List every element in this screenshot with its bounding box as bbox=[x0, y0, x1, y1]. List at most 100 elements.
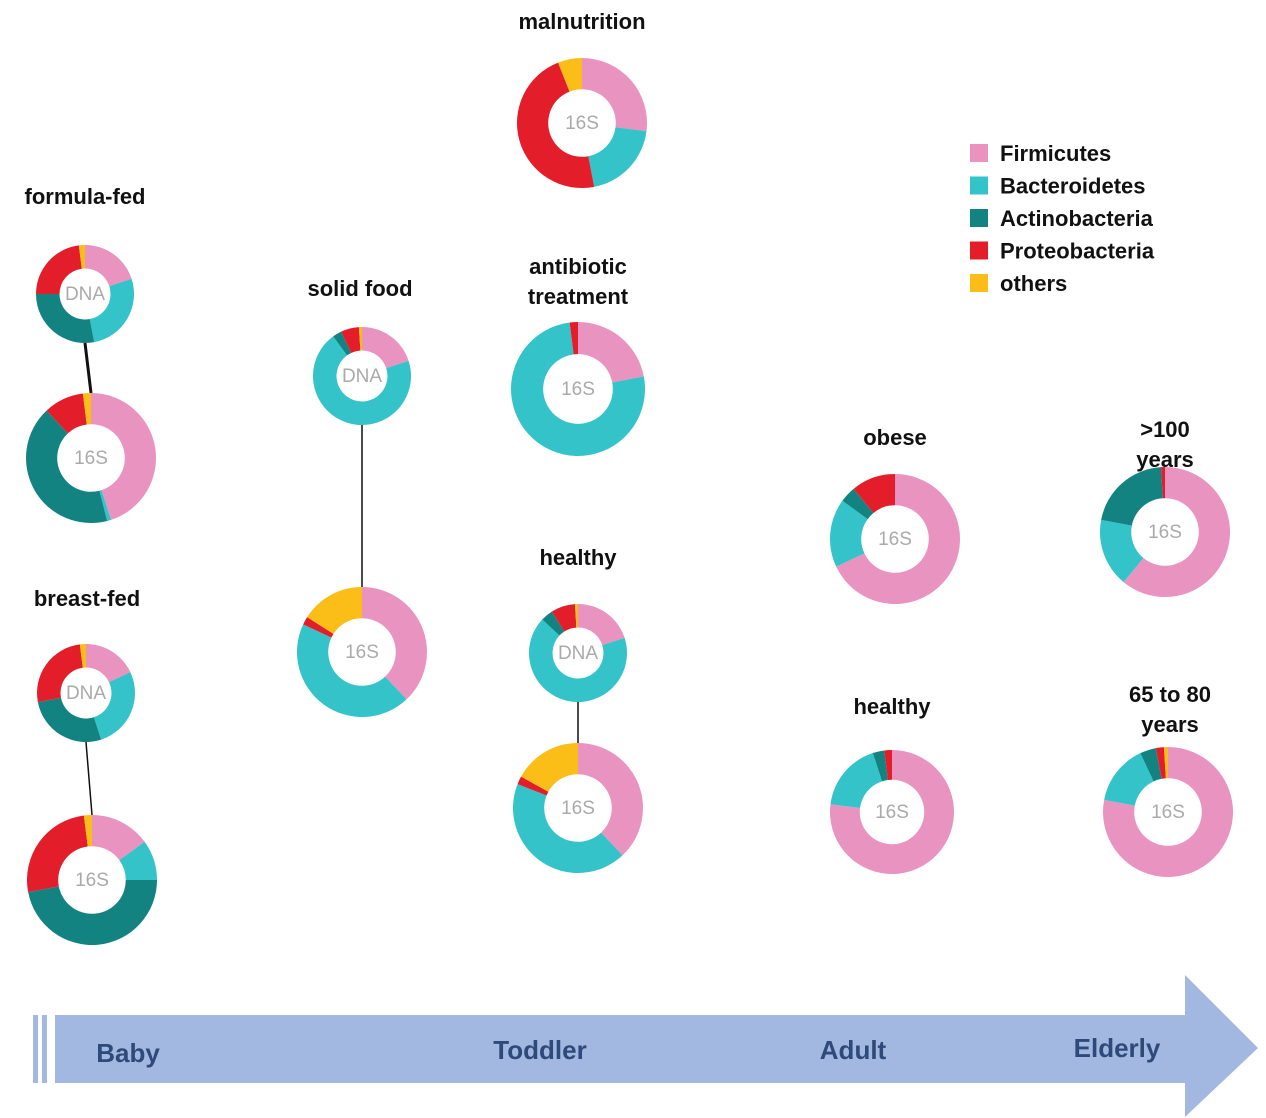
legend-swatch bbox=[970, 274, 988, 292]
donut-segment bbox=[529, 619, 627, 702]
donut-title: breast-fed bbox=[33, 586, 141, 611]
donut-segment bbox=[82, 393, 91, 425]
donut-segment bbox=[588, 127, 647, 187]
donut-title: formula-fed bbox=[24, 184, 146, 209]
donut-segment bbox=[46, 393, 87, 434]
donut-segment bbox=[28, 880, 157, 945]
donut-title: obese bbox=[863, 425, 927, 450]
donut-segment bbox=[578, 322, 644, 383]
donut-segment bbox=[872, 750, 888, 782]
donut-segment bbox=[1140, 748, 1162, 782]
donut-segment bbox=[1101, 467, 1163, 526]
donut-segment bbox=[513, 784, 623, 873]
donut-segment bbox=[307, 587, 362, 634]
donut-segment bbox=[1104, 753, 1154, 806]
donut-segment bbox=[36, 294, 95, 343]
center-label: 16S bbox=[878, 529, 912, 550]
donut-segment bbox=[37, 697, 102, 742]
donut-segment bbox=[36, 245, 82, 295]
donut-segment bbox=[574, 604, 578, 628]
donut-title: solid food bbox=[307, 276, 413, 301]
legend-swatch bbox=[970, 176, 988, 195]
center-label: DNA bbox=[558, 643, 598, 664]
donut-segment bbox=[313, 336, 411, 425]
donut-segment bbox=[1160, 467, 1165, 499]
donut-segment bbox=[91, 393, 156, 520]
legend-swatch bbox=[970, 209, 988, 227]
center-label: 16S bbox=[875, 802, 909, 823]
donut-segment bbox=[99, 490, 112, 521]
legend-swatch bbox=[970, 241, 988, 260]
center-label: DNA bbox=[66, 683, 106, 704]
arrow-stripe bbox=[42, 1015, 47, 1083]
donut-title: 65 to 80 years bbox=[1129, 682, 1211, 737]
donut-segment bbox=[25, 410, 108, 523]
donut-title: healthy bbox=[853, 694, 931, 719]
donut-segment bbox=[83, 815, 92, 847]
donut-segment bbox=[362, 587, 427, 700]
donut-segment bbox=[119, 841, 157, 880]
donut-segment bbox=[884, 750, 892, 781]
donut-segment bbox=[1163, 747, 1168, 779]
donut-segment bbox=[93, 672, 135, 740]
donut-title: malnutrition bbox=[518, 9, 646, 34]
legend-label: Firmicutes bbox=[1000, 141, 1111, 166]
donut-title: >100 years bbox=[1136, 417, 1194, 472]
donut-segment bbox=[551, 604, 577, 632]
timeline-label: Elderly bbox=[1074, 1033, 1161, 1063]
donut-segment bbox=[1103, 747, 1234, 877]
donut-title: healthy bbox=[539, 545, 617, 570]
donut-segment bbox=[578, 743, 643, 856]
donut-segment bbox=[842, 488, 874, 520]
donut-segment bbox=[303, 617, 334, 638]
donut-segment bbox=[578, 604, 625, 646]
donut-segment bbox=[89, 278, 135, 343]
donut-segment bbox=[836, 474, 960, 604]
center-label: 16S bbox=[1148, 522, 1182, 543]
legend-label: others bbox=[1000, 271, 1067, 296]
donut-segment bbox=[558, 58, 582, 92]
center-label: 16S bbox=[1151, 802, 1185, 823]
donut-segment bbox=[1100, 519, 1144, 583]
timeline-label: Toddler bbox=[493, 1035, 586, 1065]
center-label: DNA bbox=[342, 366, 382, 387]
center-label: DNA bbox=[65, 284, 105, 305]
donut-segment bbox=[510, 322, 645, 456]
donut-segment bbox=[92, 815, 145, 861]
donut-segment bbox=[341, 327, 361, 353]
donut-segment bbox=[830, 500, 868, 567]
center-label: 16S bbox=[561, 379, 595, 400]
donut-segment bbox=[542, 611, 565, 636]
donut-segment bbox=[333, 331, 352, 356]
donut-segment bbox=[358, 327, 362, 351]
donut-segment bbox=[521, 743, 578, 792]
legend-label: Bacteroidetes bbox=[1000, 173, 1146, 198]
donut-segment bbox=[362, 327, 409, 369]
donut-segment bbox=[853, 474, 895, 513]
timeline-label: Baby bbox=[96, 1038, 160, 1068]
donut-segment bbox=[569, 322, 578, 355]
donut-segment bbox=[36, 644, 83, 703]
donut-segment bbox=[516, 62, 595, 188]
legend-label: Proteobacteria bbox=[1000, 238, 1155, 263]
donut-segment bbox=[79, 644, 86, 668]
donut-segment bbox=[582, 58, 647, 132]
donut-segment bbox=[297, 624, 407, 717]
connector bbox=[83, 342, 93, 394]
donut-segment bbox=[86, 644, 131, 683]
donut-segment bbox=[830, 753, 883, 808]
donut-segment bbox=[517, 776, 549, 796]
donut-segment bbox=[1123, 467, 1230, 597]
center-label: 16S bbox=[561, 798, 595, 819]
legend-swatch bbox=[970, 144, 988, 162]
arrow-stripe bbox=[33, 1015, 38, 1083]
center-label: 16S bbox=[74, 448, 108, 469]
center-label: 16S bbox=[345, 642, 379, 663]
center-label: 16S bbox=[75, 870, 109, 891]
donut-segment bbox=[26, 815, 88, 893]
donut-title: antibiotic treatment bbox=[527, 254, 629, 309]
connector bbox=[85, 741, 93, 816]
timeline-label: Adult bbox=[820, 1035, 887, 1065]
